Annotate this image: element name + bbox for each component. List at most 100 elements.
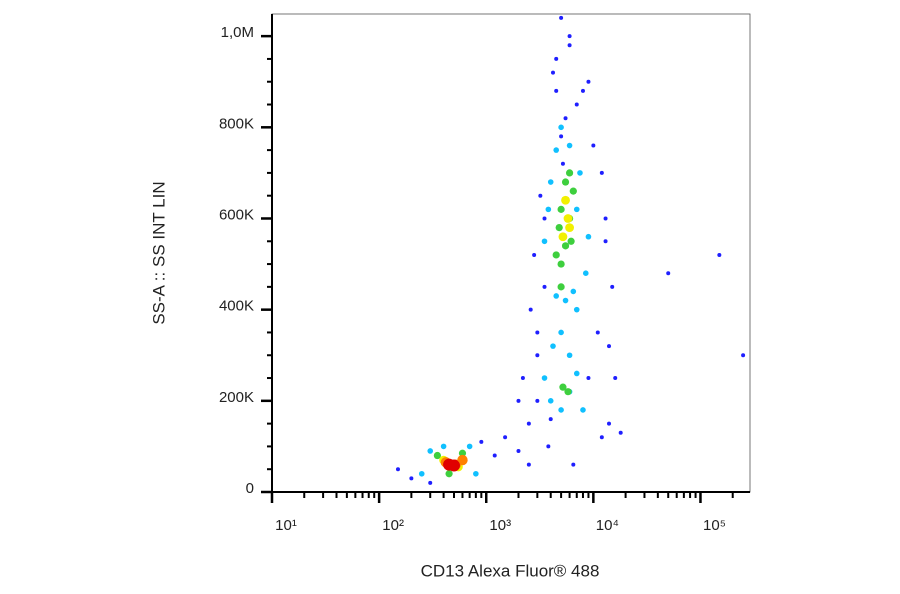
point	[607, 344, 612, 349]
y-tick-label: 400K	[219, 298, 254, 315]
y-axis-title: SS-A :: SS INT LIN	[149, 181, 168, 324]
point	[603, 239, 608, 244]
x-tick-label: 10¹	[275, 517, 297, 534]
point	[561, 242, 570, 250]
point	[553, 147, 560, 153]
point	[557, 205, 565, 213]
x-tick-label: 10⁵	[703, 517, 726, 534]
y-tick-label: 0	[246, 480, 254, 497]
point	[586, 79, 591, 84]
point	[553, 293, 560, 299]
point	[492, 453, 497, 458]
point	[618, 430, 623, 435]
points	[395, 15, 746, 485]
point	[613, 376, 618, 381]
point	[560, 161, 565, 166]
point	[440, 443, 447, 450]
point	[433, 451, 441, 460]
point	[567, 237, 575, 245]
y-tick-label: 1,0M	[221, 24, 254, 41]
point	[546, 444, 551, 449]
point	[550, 343, 556, 349]
point	[565, 169, 574, 177]
point	[571, 462, 576, 467]
point	[520, 376, 525, 381]
point	[541, 375, 548, 381]
point	[564, 388, 572, 396]
point	[428, 480, 433, 485]
point	[591, 143, 596, 148]
point	[473, 470, 479, 477]
point	[552, 251, 560, 259]
point	[554, 56, 559, 61]
point	[566, 352, 573, 359]
point	[557, 283, 565, 291]
point	[395, 467, 400, 472]
point	[466, 443, 473, 450]
point	[580, 407, 586, 413]
point	[545, 206, 552, 213]
point	[554, 88, 559, 93]
point	[558, 329, 564, 336]
point	[607, 421, 612, 426]
point	[562, 297, 569, 304]
point	[585, 233, 592, 240]
point	[526, 462, 531, 467]
point	[559, 383, 567, 391]
x-tick-label: 10²	[382, 517, 404, 534]
point	[445, 470, 453, 478]
point	[595, 330, 600, 335]
x-axis-title: CD13 Alexa Fluor® 488	[421, 561, 600, 580]
x-tick-label: 10³	[489, 517, 511, 534]
point	[535, 330, 540, 335]
point	[586, 376, 591, 381]
point	[569, 187, 577, 195]
point	[577, 170, 583, 176]
point	[599, 435, 604, 440]
point	[447, 459, 460, 472]
point	[559, 134, 564, 139]
point	[542, 284, 547, 289]
point	[516, 398, 521, 403]
point	[561, 195, 570, 205]
point	[603, 216, 608, 221]
point	[542, 216, 547, 221]
point	[565, 223, 574, 233]
point	[541, 238, 548, 245]
point	[741, 353, 746, 358]
point	[458, 449, 467, 457]
point	[559, 15, 564, 20]
point	[535, 353, 540, 358]
point	[570, 288, 577, 295]
point	[573, 206, 580, 213]
point	[538, 193, 543, 198]
point	[561, 178, 570, 186]
point	[558, 232, 568, 242]
point	[666, 271, 671, 276]
point	[516, 448, 521, 453]
point	[558, 407, 564, 413]
point	[567, 43, 572, 48]
point	[550, 70, 555, 75]
point	[558, 124, 564, 131]
y-tick-label: 600K	[219, 206, 254, 223]
point	[580, 88, 585, 93]
point	[574, 102, 579, 107]
point	[547, 398, 554, 404]
point	[567, 34, 572, 39]
point	[532, 252, 537, 257]
point	[535, 398, 540, 403]
point	[563, 214, 573, 223]
point	[599, 170, 604, 175]
point	[566, 142, 573, 149]
y-tick-label: 200K	[219, 389, 254, 406]
point	[547, 179, 554, 185]
point	[555, 224, 563, 232]
point	[548, 417, 553, 422]
point	[573, 370, 580, 377]
point	[528, 307, 533, 312]
point	[557, 260, 565, 268]
point	[717, 252, 722, 257]
